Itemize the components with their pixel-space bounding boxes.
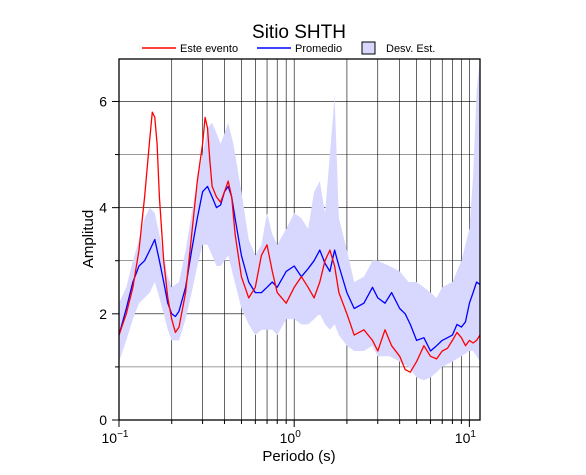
chart-title: Sitio SHTH: [252, 22, 346, 43]
series-line-este-evento: [119, 111, 480, 373]
y-axis-label: Amplitud: [80, 210, 97, 268]
y-tick-label: 4: [99, 200, 107, 216]
x-axis-label: Periodo (s): [262, 448, 335, 465]
legend-label-desv-est-: Desv. Est.: [386, 43, 435, 55]
plot-frame: [118, 58, 481, 421]
legend-label-promedio: Promedio: [295, 43, 342, 55]
legend-label-este-evento: Este evento: [180, 43, 238, 55]
legend-swatch-desv-est-: [361, 41, 376, 55]
y-tick-label: 6: [99, 93, 107, 109]
series-layer: [119, 111, 480, 373]
y-tick-label: 2: [99, 306, 107, 322]
std-band-area: [119, 59, 480, 381]
x-tick-label: 101: [455, 429, 477, 446]
y-tick-label: 0: [99, 412, 107, 428]
x-tick-label: 10−1: [102, 429, 129, 446]
x-tick-label: 100: [280, 429, 302, 446]
std-band-layer: [119, 59, 480, 381]
legend: Este evento Promedio Desv. Est.: [142, 41, 435, 55]
series-line-promedio: [119, 185, 480, 352]
axis-ticks: 10−1 100 101 0 2 4 6: [99, 93, 476, 446]
